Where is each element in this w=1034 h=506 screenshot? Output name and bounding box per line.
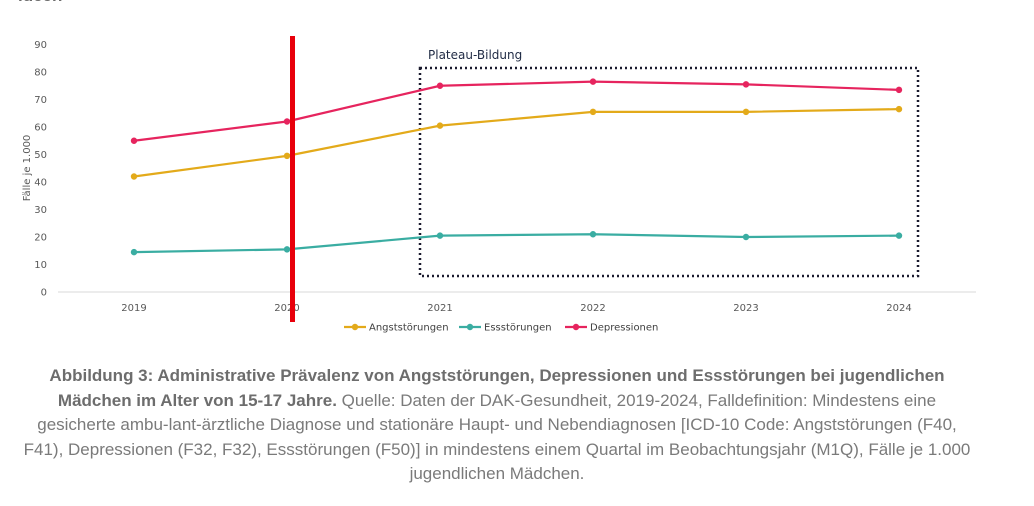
data-point bbox=[130, 248, 138, 256]
legend-label: Angststörungen bbox=[369, 323, 449, 334]
data-point bbox=[130, 173, 138, 180]
x-tick-label: 2024 bbox=[886, 303, 911, 314]
data-point bbox=[130, 137, 138, 144]
marker-line-2020 bbox=[290, 36, 295, 322]
legend: Angststörungen Essstörungen Depressionen bbox=[344, 323, 658, 334]
x-tick-label: 2023 bbox=[733, 303, 758, 314]
data-point bbox=[436, 82, 444, 89]
y-tick-label: 30 bbox=[34, 205, 47, 216]
caption-title: Abbildung 3: Administrative Prävalenz vo… bbox=[49, 366, 945, 410]
legend-swatch-marker bbox=[572, 323, 580, 331]
data-point bbox=[742, 108, 750, 116]
data-point bbox=[895, 232, 903, 239]
data-point bbox=[436, 232, 444, 239]
legend-swatch-marker bbox=[351, 323, 359, 331]
data-point bbox=[283, 118, 291, 125]
x-tick-label: 2019 bbox=[121, 303, 146, 314]
y-tick-label: 80 bbox=[34, 68, 47, 79]
data-point bbox=[742, 233, 750, 241]
y-tick-label: 60 bbox=[34, 123, 47, 134]
x-tick-label: 2020 bbox=[274, 303, 299, 314]
x-tick-label: 2021 bbox=[427, 303, 452, 314]
caption-text: Quelle: Daten der DAK-Gesundheit, 2019-2… bbox=[23, 390, 971, 484]
y-tick-label: 0 bbox=[41, 288, 47, 299]
series-line bbox=[133, 80, 900, 142]
data-point bbox=[283, 246, 291, 253]
y-tick-label: 50 bbox=[34, 150, 47, 161]
data-point bbox=[895, 86, 903, 94]
legend-label: Depressionen bbox=[590, 323, 658, 334]
plateau-box bbox=[418, 66, 920, 278]
plateau-annotation: Plateau-Bildung bbox=[428, 48, 522, 62]
series-line bbox=[133, 108, 900, 178]
series-line bbox=[133, 233, 900, 254]
y-tick-label: 40 bbox=[34, 178, 47, 189]
data-point bbox=[436, 122, 444, 129]
data-point bbox=[742, 81, 750, 88]
line-chart: 0 10 20 30 40 50 60 70 80 90 2019 2020 2021 2022 2023… bbox=[22, 36, 976, 334]
data-point bbox=[589, 108, 597, 116]
y-tick-label: 70 bbox=[34, 95, 47, 106]
data-point bbox=[589, 231, 597, 238]
y-tick-label: 10 bbox=[34, 260, 47, 271]
data-point bbox=[895, 105, 903, 113]
data-point bbox=[589, 78, 597, 85]
y-axis-label: Fälle je 1.000 bbox=[22, 135, 33, 202]
previous-text-fragment: ideen bbox=[18, 0, 62, 6]
y-tick-label: 90 bbox=[34, 40, 47, 51]
data-point bbox=[283, 152, 291, 160]
figure-caption: Abbildung 3: Administrative Prävalenz vo… bbox=[18, 364, 976, 487]
y-tick-label: 20 bbox=[34, 233, 47, 244]
legend-swatch-marker bbox=[466, 323, 474, 331]
legend-label: Essstörungen bbox=[484, 323, 552, 334]
x-tick-label: 2022 bbox=[580, 303, 605, 314]
